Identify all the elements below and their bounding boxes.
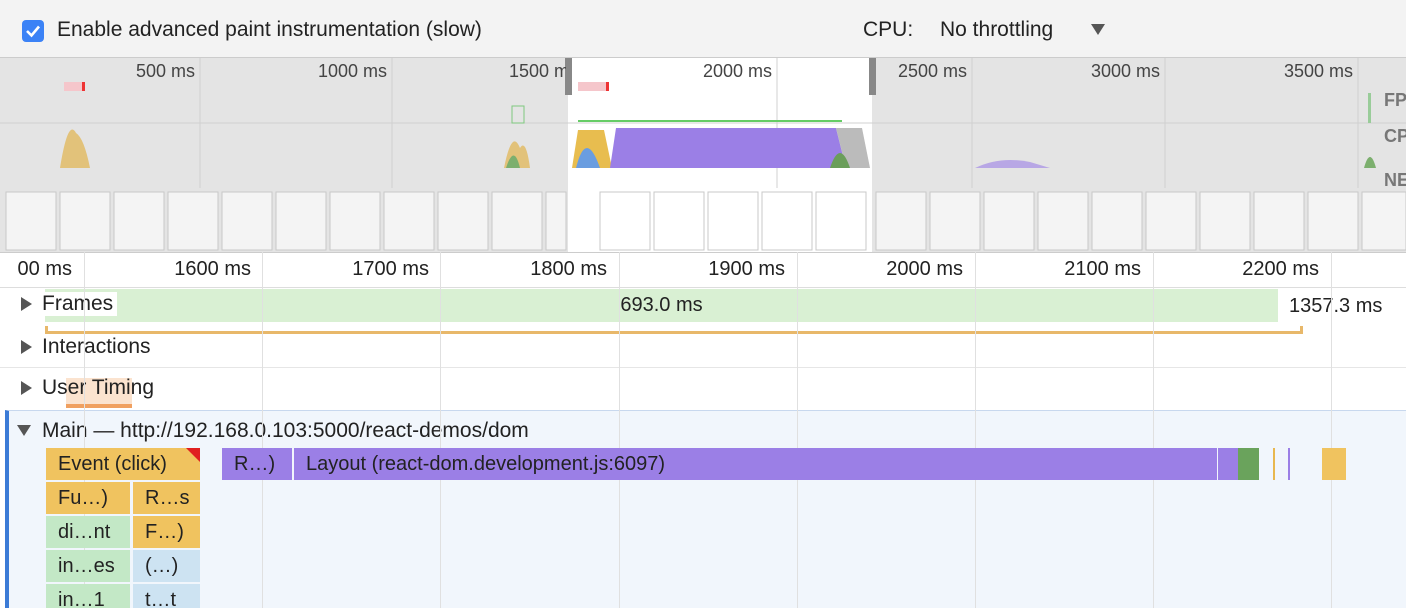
flame-block[interactable]	[1288, 448, 1290, 480]
flame-block[interactable]	[1273, 448, 1275, 480]
frame-bar	[45, 289, 1278, 322]
overview	[0, 58, 1406, 252]
warning-marker	[186, 448, 200, 462]
expand-arrow[interactable]	[21, 297, 32, 311]
collapse-arrow[interactable]	[17, 425, 31, 436]
grid-line	[1331, 252, 1332, 608]
next-frame-duration: 1357.3 ms	[1289, 295, 1383, 317]
toolbar	[0, 0, 1406, 58]
overview-tick-label: 3000 ms	[1090, 61, 1160, 81]
flame-block[interactable]: Layout (react-dom.development.js:6097)	[294, 448, 1217, 480]
main-track	[5, 410, 1406, 608]
grid-line	[440, 252, 441, 608]
frame-duration: 693.0 ms	[620, 294, 703, 316]
grid-line	[1153, 252, 1154, 608]
grid-line	[797, 252, 798, 608]
overview-tick-label: 2500 ms	[897, 61, 967, 81]
timeline-tick-label: 00 ms	[17, 258, 72, 280]
grid-line	[619, 252, 620, 608]
check-icon	[26, 25, 40, 38]
cpu-label: CPU:	[863, 18, 914, 41]
lane-label: NET	[1384, 170, 1406, 190]
overview-tick-label: 3500 ms	[1283, 61, 1353, 81]
overview-tick-label: 1500 ms	[508, 61, 578, 81]
expand-arrow[interactable]	[21, 340, 32, 354]
flame-block[interactable]	[1238, 448, 1259, 480]
timeline-tick-label: 1800 ms	[530, 258, 607, 280]
flame-block[interactable]: (…)	[133, 550, 200, 582]
flame-block[interactable]: R…s	[133, 482, 200, 514]
flame-block[interactable]	[1322, 448, 1346, 480]
flame-block[interactable]: in…es	[46, 550, 130, 582]
flame-block[interactable]: Event (click)	[46, 448, 200, 480]
flame-block[interactable]: Fu…)	[46, 482, 130, 514]
checkbox[interactable]	[22, 20, 44, 42]
flame-block[interactable]: in…1	[46, 584, 130, 608]
track-label[interactable]: User Timing	[42, 376, 155, 399]
cpu-select[interactable]: No throttling	[940, 18, 1054, 41]
dropdown-arrow	[1091, 24, 1105, 35]
timeline-tick-label: 2100 ms	[1064, 258, 1141, 280]
track-label[interactable]: Frames	[38, 292, 118, 316]
interaction-bracket	[45, 326, 1303, 334]
timeline-tick-label: 2000 ms	[886, 258, 963, 280]
flame-block[interactable]: di…nt	[46, 516, 130, 548]
overview-tick-label: 2000 ms	[702, 61, 772, 81]
flame-block[interactable]: F…)	[133, 516, 200, 548]
lane-label: FPS	[1384, 90, 1406, 110]
user-timing-mark	[66, 378, 132, 408]
grid-line	[84, 252, 85, 608]
track-label[interactable]: Main — http://192.168.0.103:5000/react-d…	[42, 419, 529, 442]
timeline-ruler	[0, 252, 1406, 288]
overview-tick-label: 500 ms	[135, 61, 195, 81]
timeline-tick-label: 1600 ms	[174, 258, 251, 280]
timeline-tick-label: 1700 ms	[352, 258, 429, 280]
flame-block[interactable]: R…)	[222, 448, 292, 480]
expand-arrow[interactable]	[21, 381, 32, 395]
track-label[interactable]: Interactions	[42, 335, 151, 358]
timeline-tick-label: 1900 ms	[708, 258, 785, 280]
grid-line	[975, 252, 976, 608]
grid-line	[262, 252, 263, 608]
timeline-tick-label: 2200 ms	[1242, 258, 1319, 280]
overview-tick-label: 1000 ms	[317, 61, 387, 81]
flame-block[interactable]: t…t	[133, 584, 200, 608]
checkbox-label: Enable advanced paint instrumentation (s…	[57, 18, 482, 41]
flame-block[interactable]	[1218, 448, 1238, 480]
lane-label: CPU	[1384, 126, 1406, 146]
divider	[0, 367, 1406, 368]
